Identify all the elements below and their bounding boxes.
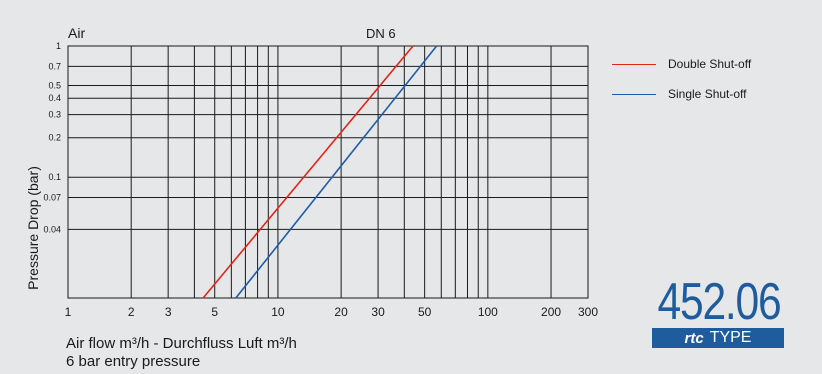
legend-label-double: Double Shut-off <box>668 57 752 71</box>
legend: Double Shut-off Single Shut-off <box>612 56 751 116</box>
y-axis-label: Pressure Drop (bar) <box>25 166 41 290</box>
chart-title: Air <box>68 25 85 41</box>
y-tick-label: 0.3 <box>48 110 61 120</box>
x-tick-label: 50 <box>418 305 432 319</box>
legend-swatch-single <box>612 93 656 95</box>
x-tick-label: 100 <box>478 305 498 319</box>
y-tick-label: 1 <box>56 41 61 51</box>
x-axis-label-line1: Air flow m³/h - Durchfluss Luft m³/h <box>66 335 297 352</box>
y-tick-label: 0.07 <box>43 193 61 203</box>
x-axis-label-line2: 6 bar entry pressure <box>66 353 201 370</box>
x-axis-label: Air flow m³/h - Durchfluss Luft m³/h 6 b… <box>66 335 297 371</box>
x-tick-label: 5 <box>211 305 218 319</box>
legend-item-single: Single Shut-off <box>612 86 751 102</box>
x-tick-label: 3 <box>165 305 172 319</box>
brand-type-bar: rtc TYPE <box>652 328 784 348</box>
brand-badge: 452.06 rtc TYPE <box>640 276 798 348</box>
rtc-logo: rtc <box>684 329 704 347</box>
legend-label-single: Single Shut-off <box>668 87 747 101</box>
legend-swatch-double <box>612 63 656 65</box>
y-tick-label: 0.5 <box>48 80 61 90</box>
series-line-single-shut-off <box>235 45 438 299</box>
x-tick-label: 1 <box>65 305 72 319</box>
x-tick-label: 2 <box>128 305 135 319</box>
x-tick-label: 200 <box>541 305 561 319</box>
dn-annotation: DN 6 <box>366 26 396 41</box>
x-tick-label: 300 <box>578 305 598 319</box>
grid <box>67 45 589 299</box>
y-tick-label: 0.7 <box>48 61 61 71</box>
x-tick-label: 10 <box>271 305 285 319</box>
legend-item-double: Double Shut-off <box>612 56 751 72</box>
y-tick-label: 0.1 <box>48 172 61 182</box>
plot-frame <box>67 45 589 299</box>
y-tick-label: 0.2 <box>48 133 61 143</box>
x-tick-label: 20 <box>334 305 348 319</box>
x-tick-label: 30 <box>371 305 385 319</box>
model-number: 452.06 <box>657 273 781 331</box>
tick-labels: 1 2 3 5 10 20 30 50 100 200 300 0.04 0.07 0.1 0.2 0.3 0.… <box>43 41 598 319</box>
series-lines <box>202 45 438 299</box>
y-tick-label: 0.04 <box>43 224 61 234</box>
type-label: TYPE <box>709 329 752 346</box>
y-tick-label: 0.4 <box>48 93 61 103</box>
series-line-double-shut-off <box>202 45 414 299</box>
